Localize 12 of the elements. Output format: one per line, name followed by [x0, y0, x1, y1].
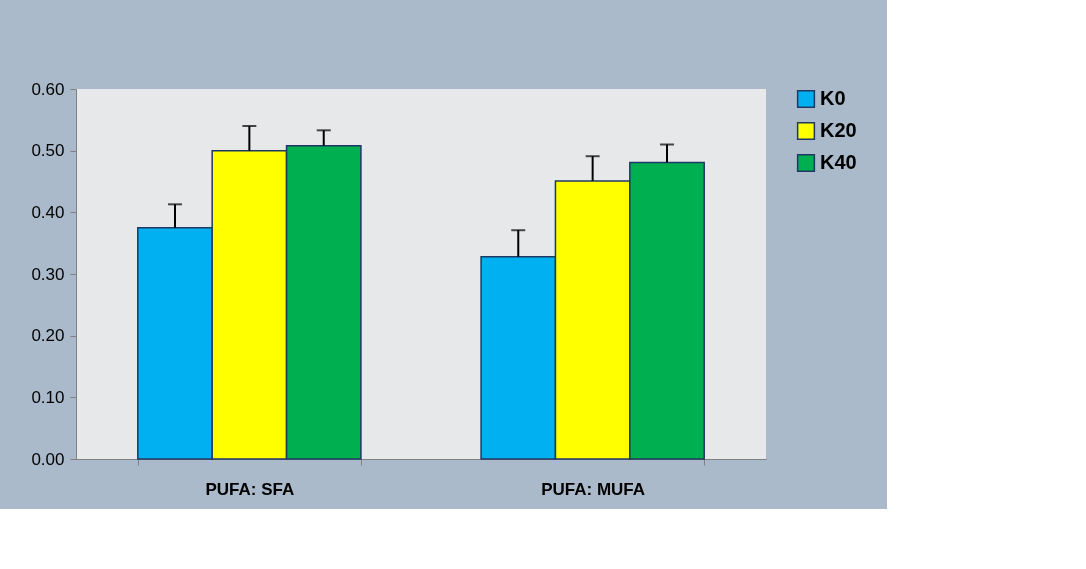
y-tick-label: 0.60: [31, 79, 65, 99]
y-tick-label: 0.40: [31, 202, 65, 222]
legend-label: K20: [820, 119, 857, 141]
x-tick-label: PUFA: SFA: [205, 479, 295, 499]
y-tick-label: 0.50: [31, 141, 65, 161]
legend-label: K0: [820, 87, 846, 109]
x-tick-label: PUFA: MUFA: [541, 479, 646, 499]
y-tick-label: 0.30: [31, 264, 65, 284]
y-tick-label: 0.20: [31, 326, 65, 346]
y-tick-label: 0.00: [31, 449, 65, 469]
y-tick-label: 0.10: [31, 387, 65, 407]
legend-label: K40: [820, 151, 857, 173]
